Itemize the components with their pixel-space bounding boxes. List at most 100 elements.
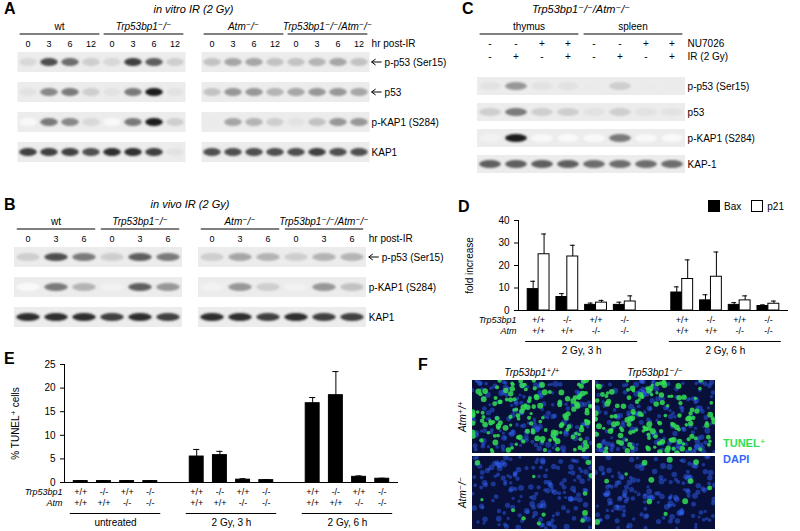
svg-text:30: 30 <box>498 237 510 248</box>
svg-text:-: - <box>514 38 517 49</box>
svg-text:Atm⁺/⁺: Atm⁺/⁺ <box>457 401 468 433</box>
svg-text:p-KAP1 (S284): p-KAP1 (S284) <box>688 133 755 144</box>
svg-text:+/+: +/+ <box>74 498 87 508</box>
svg-text:3: 3 <box>130 39 135 49</box>
svg-text:Atm: Atm <box>45 498 63 508</box>
svg-text:+/+: +/+ <box>353 487 366 497</box>
svg-text:0: 0 <box>209 234 214 244</box>
svg-text:F: F <box>418 356 428 373</box>
svg-text:+/+: +/+ <box>213 498 226 508</box>
svg-text:6: 6 <box>349 234 354 244</box>
svg-text:0: 0 <box>50 477 56 488</box>
svg-text:5: 5 <box>50 453 56 464</box>
svg-text:6: 6 <box>265 234 270 244</box>
svg-text:Trp53bp1: Trp53bp1 <box>25 487 63 497</box>
svg-text:+/+: +/+ <box>733 315 746 325</box>
svg-text:40: 40 <box>498 215 510 226</box>
svg-text:hr post-IR: hr post-IR <box>369 233 413 244</box>
svg-text:D: D <box>458 198 470 215</box>
svg-text:+/+: +/+ <box>306 487 319 497</box>
svg-text:-/-: -/- <box>764 326 773 336</box>
svg-text:-/-: -/- <box>146 487 155 497</box>
svg-text:-/-: -/- <box>262 498 271 508</box>
svg-text:p-p53 (Ser15): p-p53 (Ser15) <box>688 81 750 92</box>
svg-text:+/+: +/+ <box>561 326 574 336</box>
svg-text:+/+: +/+ <box>676 315 689 325</box>
svg-text:hr post-IR: hr post-IR <box>372 38 416 49</box>
svg-text:0: 0 <box>293 234 298 244</box>
svg-text:0: 0 <box>109 39 114 49</box>
svg-text:Trp53bp1⁻/⁻/Atm⁻/⁻: Trp53bp1⁻/⁻/Atm⁻/⁻ <box>532 3 630 15</box>
svg-text:15: 15 <box>44 406 56 417</box>
svg-text:p-p53 (Ser15): p-p53 (Ser15) <box>385 57 447 68</box>
svg-text:-/-: -/- <box>123 498 132 508</box>
svg-text:6: 6 <box>151 39 156 49</box>
svg-text:thymus: thymus <box>513 21 545 32</box>
svg-text:p-KAP1 (S284): p-KAP1 (S284) <box>369 282 436 293</box>
svg-text:10: 10 <box>498 282 510 293</box>
svg-text:wt: wt <box>50 216 61 227</box>
svg-text:6: 6 <box>81 234 86 244</box>
svg-text:+/+: +/+ <box>676 326 689 336</box>
svg-text:2 Gy, 6 h: 2 Gy, 6 h <box>328 517 368 528</box>
svg-text:6: 6 <box>335 39 340 49</box>
svg-text:0: 0 <box>109 234 114 244</box>
svg-text:p53: p53 <box>385 87 402 98</box>
svg-text:2 Gy, 3 h: 2 Gy, 3 h <box>562 345 602 356</box>
svg-text:-/-: -/- <box>355 498 364 508</box>
svg-text:3: 3 <box>321 234 326 244</box>
svg-text:+/+: +/+ <box>97 498 110 508</box>
svg-text:Trp53bp1⁻/⁻/Atm⁻/⁻: Trp53bp1⁻/⁻/Atm⁻/⁻ <box>283 21 372 32</box>
svg-text:spleen: spleen <box>618 21 647 32</box>
svg-text:0: 0 <box>504 305 510 316</box>
svg-text:Atm⁻/⁻: Atm⁻/⁻ <box>227 21 259 32</box>
svg-text:3: 3 <box>314 39 319 49</box>
svg-text:untreated: untreated <box>94 517 136 528</box>
svg-text:0: 0 <box>209 39 214 49</box>
svg-text:TUNEL⁺: TUNEL⁺ <box>723 437 766 449</box>
svg-text:12: 12 <box>170 39 180 49</box>
svg-text:Trp53bp1⁻/⁻: Trp53bp1⁻/⁻ <box>112 216 167 227</box>
svg-text:+/+: +/+ <box>532 315 545 325</box>
svg-text:p53: p53 <box>688 107 705 118</box>
svg-text:+/+: +/+ <box>306 498 319 508</box>
svg-text:p-KAP1 (S284): p-KAP1 (S284) <box>372 117 439 128</box>
svg-text:C: C <box>462 0 474 17</box>
svg-text:3: 3 <box>46 39 51 49</box>
svg-text:Trp53bp1⁻/⁻: Trp53bp1⁻/⁻ <box>627 367 682 378</box>
svg-text:fold increase: fold increase <box>464 237 475 294</box>
svg-text:2 Gy, 3 h: 2 Gy, 3 h <box>212 517 252 528</box>
svg-text:-/-: -/- <box>592 326 601 336</box>
svg-text:+/+: +/+ <box>190 487 203 497</box>
svg-text:6: 6 <box>251 39 256 49</box>
svg-text:20: 20 <box>44 382 56 393</box>
svg-text:wt: wt <box>54 21 65 32</box>
svg-text:in vivo IR (2 Gy): in vivo IR (2 Gy) <box>151 198 230 210</box>
svg-text:A: A <box>4 0 16 17</box>
svg-text:+: + <box>565 38 571 49</box>
svg-text:-/-: -/- <box>621 326 630 336</box>
svg-text:-: - <box>488 38 491 49</box>
svg-text:-/-: -/- <box>146 498 155 508</box>
svg-text:+: + <box>539 38 545 49</box>
svg-text:+/+: +/+ <box>590 315 603 325</box>
svg-text:-: - <box>592 51 595 62</box>
svg-text:Atm: Atm <box>499 326 517 336</box>
svg-text:-/-: -/- <box>239 498 248 508</box>
svg-text:KAP-1: KAP-1 <box>688 159 717 170</box>
svg-text:-/-: -/- <box>100 487 109 497</box>
svg-text:-: - <box>592 38 595 49</box>
svg-text:-/-: -/- <box>707 315 716 325</box>
svg-text:KAP1: KAP1 <box>372 147 398 158</box>
svg-text:+/+: +/+ <box>532 326 545 336</box>
svg-text:-: - <box>488 51 491 62</box>
svg-text:0: 0 <box>25 39 30 49</box>
svg-text:-/-: -/- <box>262 487 271 497</box>
svg-text:+/+: +/+ <box>329 498 342 508</box>
svg-text:p-p53 (Ser15): p-p53 (Ser15) <box>382 252 444 263</box>
svg-text:Atm⁻/⁻: Atm⁻/⁻ <box>457 477 468 509</box>
svg-text:-/-: -/- <box>378 498 387 508</box>
svg-text:KAP1: KAP1 <box>369 312 395 323</box>
svg-text:in vitro IR (2 Gy): in vitro IR (2 Gy) <box>153 3 233 15</box>
svg-text:10: 10 <box>44 430 56 441</box>
